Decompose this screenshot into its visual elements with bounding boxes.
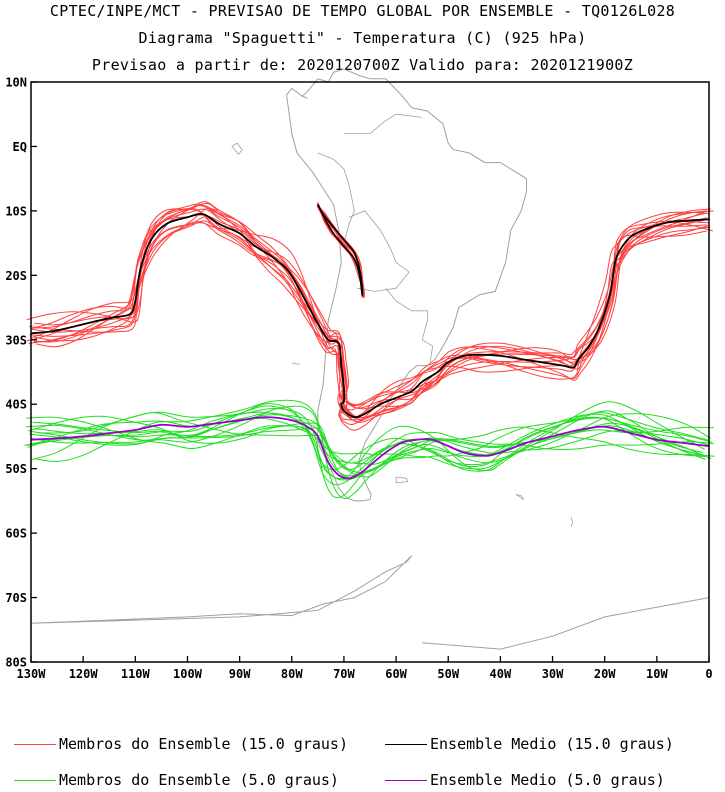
member-line-15	[26, 221, 713, 421]
ensemble-mean-layer	[30, 204, 710, 480]
country-border	[343, 113, 423, 134]
y-tick-label: 50S	[5, 462, 27, 476]
island	[570, 516, 573, 527]
y-tick-label: 60S	[5, 527, 27, 541]
x-tick-label: 50W	[437, 667, 459, 681]
y-tick-label: 70S	[5, 591, 27, 605]
country-border	[317, 152, 355, 244]
member-line-15	[31, 220, 710, 425]
legend-label-mean-5: Ensemble Medio (5.0 graus)	[430, 771, 665, 789]
legend-label-members-15: Membros do Ensemble (15.0 graus)	[59, 735, 348, 753]
x-tick-label: 100W	[173, 667, 203, 681]
y-tick-label: 40S	[5, 398, 27, 412]
country-border	[356, 271, 410, 292]
x-tick-label: 130W	[17, 667, 47, 681]
members-15-layer	[26, 201, 714, 431]
member-line-5	[27, 412, 710, 486]
member-line-5	[26, 401, 706, 470]
x-tick-label: 80W	[281, 667, 303, 681]
coastline	[286, 68, 527, 502]
island	[231, 142, 243, 155]
island	[291, 362, 300, 365]
x-tick-label: 30W	[542, 667, 564, 681]
coastline	[422, 597, 710, 650]
member-line-5	[31, 407, 714, 499]
x-tick-label: 90W	[229, 667, 251, 681]
coastline-layer	[30, 68, 710, 650]
mean-line-15	[30, 212, 710, 419]
legend-swatch-members-15	[14, 744, 56, 745]
x-tick-label: 20W	[594, 667, 616, 681]
legend-label-mean-15: Ensemble Medio (15.0 graus)	[430, 735, 674, 753]
legend-swatch-mean-5	[385, 780, 427, 781]
legend-label-members-5: Membros do Ensemble (5.0 graus)	[59, 771, 339, 789]
island	[515, 494, 525, 500]
country-border	[348, 210, 410, 273]
x-tick-label: 110W	[121, 667, 151, 681]
y-tick-label: 10N	[5, 76, 27, 90]
country-border	[421, 339, 434, 364]
coastline	[30, 555, 413, 624]
mean-line-5	[30, 416, 710, 480]
y-tick-label: 20S	[5, 269, 27, 283]
member-line-15	[33, 215, 707, 419]
x-tick-label: 70W	[333, 667, 355, 681]
x-tick-label: 0	[705, 667, 712, 681]
x-tick-label: 40W	[490, 667, 512, 681]
member-line-5	[29, 411, 706, 478]
y-tick-label: 80S	[5, 656, 27, 670]
legend-swatch-mean-15	[385, 744, 427, 745]
x-tick-label: 60W	[385, 667, 407, 681]
chart-title-line-1: CPTEC/INPE/MCT - PREVISAO DE TEMPO GLOBA…	[49, 2, 676, 20]
plot-frame	[30, 81, 710, 663]
country-border	[385, 287, 428, 340]
chart-title-line-2: Diagrama "Spaguetti" - Temperatura (C) (…	[138, 29, 587, 47]
member-line-15	[32, 204, 707, 410]
member-line-15	[31, 211, 710, 431]
island	[395, 476, 409, 484]
y-tick-label: 10S	[5, 204, 27, 218]
axes-layer: 130W 120W 110W 100W 90W 80W 70W 60W 50W 40W 30W 20W…	[5, 76, 712, 682]
chart-title-line-3: Previsao a partir de: 2020120700Z Valido…	[91, 56, 634, 74]
mean-line-15-andes	[317, 204, 364, 296]
x-tick-label: 120W	[69, 667, 99, 681]
legend-swatch-members-5	[14, 780, 56, 781]
y-tick-label: EQ	[13, 140, 27, 154]
x-tick-label: 10W	[646, 667, 668, 681]
members-5-layer	[24, 399, 715, 500]
y-tick-label: 30S	[5, 333, 27, 347]
member-line-15	[33, 208, 707, 419]
